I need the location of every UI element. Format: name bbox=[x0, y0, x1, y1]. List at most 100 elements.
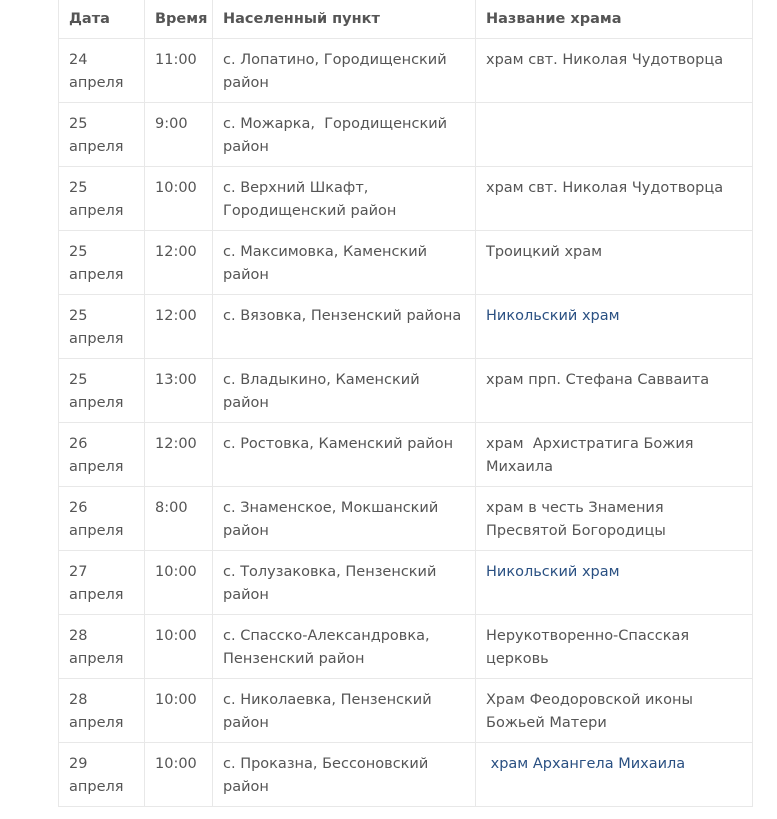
church-cell: храм свт. Николая Чудотворца bbox=[475, 166, 753, 231]
time-text: 10:00 bbox=[155, 628, 197, 644]
church-text: Троицкий храм bbox=[486, 244, 603, 260]
table-row: 25 апреля 13:00 с. Владыкино, Каменский ра… bbox=[58, 358, 753, 423]
place-text: с. Николаевка, Пензенский район bbox=[223, 692, 437, 731]
place-cell: с. Толузаковка, Пензенский район bbox=[212, 550, 476, 615]
place-text: с. Знаменское, Мокшанский район bbox=[223, 500, 443, 539]
time-cell: 10:00 bbox=[144, 742, 213, 807]
church-cell: Нерукотворенно-Спасская церковь bbox=[475, 614, 753, 679]
place-text: с. Спасско-Александровка, Пензенский рай… bbox=[223, 628, 435, 667]
time-text: 12:00 bbox=[155, 308, 197, 324]
place-cell: с. Владыкино, Каменский район bbox=[212, 358, 476, 423]
date-text: 24 апреля bbox=[69, 52, 124, 91]
date-cell: 25 апреля bbox=[58, 230, 145, 295]
table-header-row: Дата Время Населенный пункт Название хра… bbox=[58, 0, 753, 39]
place-cell: с. Проказна, Бессоновский район bbox=[212, 742, 476, 807]
header-time: Время bbox=[144, 0, 213, 39]
time-cell: 8:00 bbox=[144, 486, 213, 551]
church-cell: Никольский храм bbox=[475, 550, 753, 615]
header-date: Дата bbox=[58, 0, 145, 39]
date-cell: 29 апреля bbox=[58, 742, 145, 807]
place-cell: с. Можарка, Городищенский район bbox=[212, 102, 476, 167]
schedule-table: Дата Время Населенный пункт Название хра… bbox=[58, 0, 753, 807]
place-text: с. Проказна, Бессоновский район bbox=[223, 756, 433, 795]
church-text: храм свт. Николая Чудотворца bbox=[486, 180, 724, 196]
place-cell: с. Спасско-Александровка, Пензенский рай… bbox=[212, 614, 476, 679]
date-cell: 25 апреля bbox=[58, 358, 145, 423]
date-cell: 27 апреля bbox=[58, 550, 145, 615]
church-text: Храм Феодоровской иконы Божьей Матери bbox=[486, 692, 698, 731]
date-cell: 24 апреля bbox=[58, 38, 145, 103]
table-row: 25 апреля 12:00 с. Максимовка, Каменский р… bbox=[58, 230, 753, 295]
time-text: 10:00 bbox=[155, 756, 197, 772]
table-row: 26 апреля 8:00 с. Знаменское, Мокшанский р… bbox=[58, 486, 753, 551]
date-text: 25 апреля bbox=[69, 372, 124, 411]
place-cell: с. Вязовка, Пензенский района bbox=[212, 294, 476, 359]
place-text: с. Владыкино, Каменский район bbox=[223, 372, 425, 411]
church-link[interactable]: Никольский храм bbox=[486, 564, 620, 580]
church-text: Нерукотворенно-Спасская церковь bbox=[486, 628, 694, 667]
time-text: 11:00 bbox=[155, 52, 197, 68]
church-cell: храм в честь Знамения Пресвятой Богороди… bbox=[475, 486, 753, 551]
place-text: с. Вязовка, Пензенский района bbox=[223, 308, 462, 324]
place-text: с. Толузаковка, Пензенский район bbox=[223, 564, 442, 603]
time-cell: 10:00 bbox=[144, 550, 213, 615]
church-cell: храм прп. Стефана Савваита bbox=[475, 358, 753, 423]
place-text: с. Ростовка, Каменский район bbox=[223, 436, 454, 452]
table-row: 28 апреля 10:00 с. Спасско-Александровка, … bbox=[58, 614, 753, 679]
church-cell: Храм Феодоровской иконы Божьей Матери bbox=[475, 678, 753, 743]
place-cell: с. Максимовка, Каменский район bbox=[212, 230, 476, 295]
time-cell: 13:00 bbox=[144, 358, 213, 423]
header-church: Название храма bbox=[475, 0, 753, 39]
church-cell: Никольский храм bbox=[475, 294, 753, 359]
time-cell: 10:00 bbox=[144, 166, 213, 231]
date-text: 28 апреля bbox=[69, 628, 124, 667]
time-text: 12:00 bbox=[155, 244, 197, 260]
place-text: с. Лопатино, Городищенский район bbox=[223, 52, 452, 91]
time-cell: 12:00 bbox=[144, 294, 213, 359]
place-cell: с. Лопатино, Городищенский район bbox=[212, 38, 476, 103]
date-cell: 28 апреля bbox=[58, 678, 145, 743]
table-row: 27 апреля 10:00 с. Толузаковка, Пензенский… bbox=[58, 550, 753, 615]
time-text: 9:00 bbox=[155, 116, 188, 132]
church-cell bbox=[475, 102, 753, 167]
time-text: 10:00 bbox=[155, 180, 197, 196]
place-cell: с. Верхний Шкафт, Городищенский район bbox=[212, 166, 476, 231]
church-link[interactable]: храм Архангела Михаила bbox=[486, 756, 686, 772]
place-cell: с. Знаменское, Мокшанский район bbox=[212, 486, 476, 551]
time-cell: 12:00 bbox=[144, 422, 213, 487]
time-cell: 10:00 bbox=[144, 678, 213, 743]
table-row: 28 апреля 10:00 с. Николаевка, Пензенский … bbox=[58, 678, 753, 743]
date-cell: 28 апреля bbox=[58, 614, 145, 679]
date-text: 28 апреля bbox=[69, 692, 124, 731]
church-cell: храм Архистратига Божия Михаила bbox=[475, 422, 753, 487]
time-cell: 11:00 bbox=[144, 38, 213, 103]
date-text: 26 апреля bbox=[69, 500, 124, 539]
time-cell: 9:00 bbox=[144, 102, 213, 167]
date-cell: 26 апреля bbox=[58, 422, 145, 487]
church-link[interactable]: Никольский храм bbox=[486, 308, 620, 324]
date-cell: 26 апреля bbox=[58, 486, 145, 551]
church-cell: храм Архангела Михаила bbox=[475, 742, 753, 807]
time-text: 12:00 bbox=[155, 436, 197, 452]
date-cell: 25 апреля bbox=[58, 166, 145, 231]
date-text: 26 апреля bbox=[69, 436, 124, 475]
table-row: 24 апреля 11:00 с. Лопатино, Городищенский… bbox=[58, 38, 753, 103]
date-cell: 25 апреля bbox=[58, 294, 145, 359]
time-cell: 12:00 bbox=[144, 230, 213, 295]
date-text: 25 апреля bbox=[69, 244, 124, 283]
place-text: с. Верхний Шкафт, Городищенский район bbox=[223, 180, 397, 219]
table-row: 25 апреля 10:00 с. Верхний Шкафт, Городище… bbox=[58, 166, 753, 231]
place-cell: с. Николаевка, Пензенский район bbox=[212, 678, 476, 743]
place-cell: с. Ростовка, Каменский район bbox=[212, 422, 476, 487]
church-cell: Троицкий храм bbox=[475, 230, 753, 295]
church-text: храм в честь Знамения Пресвятой Богороди… bbox=[486, 500, 669, 539]
church-cell: храм свт. Николая Чудотворца bbox=[475, 38, 753, 103]
church-text: храм прп. Стефана Савваита bbox=[486, 372, 710, 388]
time-text: 8:00 bbox=[155, 500, 188, 516]
header-place: Населенный пункт bbox=[212, 0, 476, 39]
table-row: 29 апреля 10:00 с. Проказна, Бессоновский … bbox=[58, 742, 753, 807]
church-text: храм Архистратига Божия Михаила bbox=[486, 436, 699, 475]
date-text: 25 апреля bbox=[69, 116, 124, 155]
time-cell: 10:00 bbox=[144, 614, 213, 679]
place-text: с. Максимовка, Каменский район bbox=[223, 244, 432, 283]
